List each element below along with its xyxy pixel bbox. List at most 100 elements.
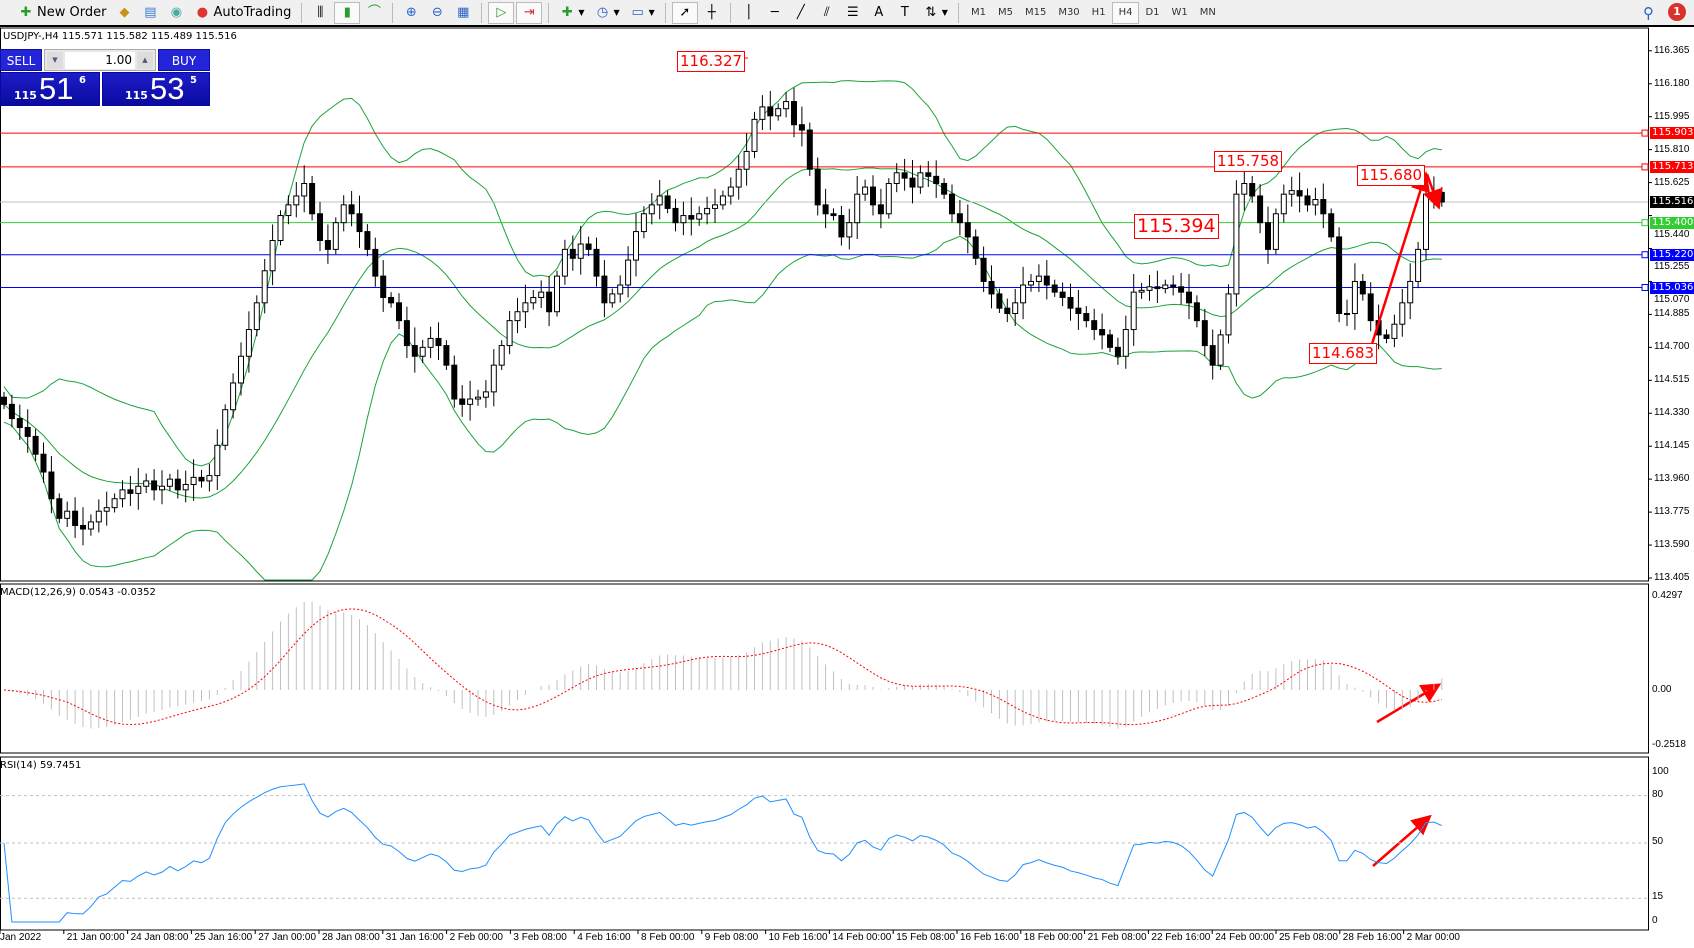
metaeditor-button[interactable]: ◆ — [112, 2, 136, 24]
rsi-up-arrow — [1372, 814, 1432, 867]
time-axis-label: 28 Feb 16:00 — [1342, 932, 1402, 943]
candle-bear — [1004, 307, 1011, 315]
line-chart-button[interactable]: ⌒ — [362, 2, 386, 24]
candle-bull — [1280, 193, 1287, 215]
rsi-axis-label: 15 — [1652, 891, 1664, 903]
timeframe-m1[interactable]: M1 — [970, 7, 986, 18]
macd-up-arrow — [1376, 683, 1442, 724]
auto-scroll-button[interactable]: ▷ — [488, 1, 515, 24]
time-axis-label: 25 Jan 16:00 — [194, 932, 253, 943]
candlestick-button[interactable]: ▮ — [334, 1, 361, 24]
price-level-label[interactable]: 115.220 — [1650, 248, 1694, 261]
candle-bear — [1209, 345, 1216, 366]
candle-bull — [1351, 280, 1358, 315]
price-level-label[interactable]: 115.400 — [1650, 216, 1694, 229]
time-axis-label: 24 Jan 08:00 — [130, 932, 189, 943]
candle-bull — [245, 329, 252, 357]
candle-bull — [111, 498, 118, 509]
signals-button[interactable]: ◉ — [164, 2, 188, 24]
search-icon[interactable]: ⚲ — [1643, 4, 1654, 22]
candle-bull — [1344, 313, 1350, 316]
time-axis-label: 25 Feb 08:00 — [1279, 932, 1338, 943]
timeframe-m30[interactable]: M30 — [1058, 7, 1080, 18]
candle-bull — [490, 364, 497, 393]
macd-pane-frame — [0, 583, 1649, 754]
candle-bull — [893, 172, 900, 184]
sell-button[interactable]: SELL — [0, 49, 42, 71]
timeframe-m15[interactable]: M15 — [1024, 7, 1047, 18]
text-label-button[interactable]: T — [893, 2, 917, 24]
price-level-label[interactable]: 115.713 — [1650, 160, 1694, 173]
candle-bear — [1059, 291, 1066, 298]
candle-bull — [775, 108, 782, 117]
candle-bull — [475, 396, 481, 400]
candle-bear — [901, 172, 908, 179]
arrows-button[interactable]: ⇅ ▼ — [919, 2, 952, 24]
notifications-badge[interactable]: 1 — [1668, 3, 1686, 21]
timeframe-h4[interactable]: H4 — [1111, 1, 1140, 24]
lot-size-input[interactable]: 1.00 — [65, 52, 135, 69]
cursor-button[interactable]: ➚ — [671, 1, 698, 24]
price-axis-label: 114.515 — [1654, 374, 1690, 386]
horizontal-line-button[interactable]: ─ — [763, 2, 787, 24]
candle-bull — [554, 275, 560, 313]
channel-button[interactable]: ⫽ — [815, 2, 839, 24]
indicators-button[interactable]: ✚ ▼ — [555, 2, 588, 24]
candle-bull — [1225, 293, 1232, 336]
candle-bear — [1154, 286, 1161, 290]
candle-bear — [396, 302, 402, 322]
market-button[interactable]: ▤ — [138, 2, 162, 24]
decrease-lot-icon[interactable]: ▼ — [47, 52, 63, 69]
timeframe-m5[interactable]: M5 — [997, 7, 1013, 18]
timeframe-mn[interactable]: MN — [1199, 7, 1216, 18]
new-order-button[interactable]: ✚ New Order — [14, 2, 110, 24]
zoom-in-button[interactable]: ⊕ — [399, 2, 423, 24]
text-button[interactable]: A — [867, 2, 891, 24]
timeframe-h1[interactable]: H1 — [1091, 7, 1106, 18]
candle-bear — [1304, 195, 1311, 206]
candle-bear — [403, 320, 410, 347]
bollinger-upper-band — [3, 80, 1442, 467]
templates-button[interactable]: ▭ ▼ — [626, 2, 659, 24]
candle-bull — [751, 118, 758, 152]
periods-button[interactable]: ◷ ▼ — [590, 2, 623, 24]
candle-bear — [546, 291, 553, 313]
lot-size-stepper[interactable]: ▼ 1.00 ▲ — [44, 49, 156, 71]
up-arrow — [1370, 171, 1431, 345]
vertical-line-button[interactable]: │ — [737, 2, 761, 24]
macd-title: MACD(12,26,9) 0.0543 -0.0352 — [0, 587, 156, 598]
timeframe-w1[interactable]: W1 — [1171, 7, 1188, 18]
candle-bear — [451, 364, 458, 400]
dropdown-arrow-icon: ▼ — [613, 8, 620, 17]
candle-bear — [1257, 195, 1264, 224]
time-axis-label: 2 Feb 00:00 — [449, 932, 503, 943]
trendline-button[interactable]: ╱ — [789, 2, 813, 24]
candle-bear — [1359, 280, 1366, 295]
candle-bull — [735, 168, 742, 188]
candle-bear — [16, 418, 23, 428]
buy-button[interactable]: BUY — [158, 49, 210, 71]
time-axis-label: 21 Jan 00:00 — [66, 932, 125, 943]
price-level-label[interactable]: 115.516 — [1650, 196, 1694, 208]
price-axis-label: 113.775 — [1654, 506, 1690, 518]
crosshair-button[interactable]: ┼ — [700, 2, 724, 24]
tile-windows-button[interactable]: ▦ — [451, 2, 475, 24]
bar-chart-button[interactable]: ⫼ — [308, 2, 332, 24]
separator — [664, 2, 666, 23]
zoom-out-button[interactable]: ⊖ — [425, 2, 449, 24]
candle-bear — [933, 175, 940, 184]
toolbar: ✚ New Order ◆ ▤ ◉ ● AutoTrading ⫼ ▮ ⌒ ⊕ ⊖ … — [0, 0, 1694, 27]
bid-price[interactable]: 115 51 6 — [0, 71, 100, 106]
price-level-label[interactable]: 115.036 — [1650, 281, 1694, 294]
timeframe-d1[interactable]: D1 — [1145, 7, 1160, 18]
autotrading-button[interactable]: ● AutoTrading — [190, 2, 295, 24]
increase-lot-icon[interactable]: ▲ — [137, 52, 153, 69]
candle-bear — [198, 476, 205, 482]
candle-bull — [103, 507, 110, 512]
ask-price[interactable]: 115 53 5 — [102, 71, 210, 106]
price-level-label[interactable]: 115.903 — [1650, 127, 1694, 140]
fibonacci-button[interactable]: ☰ — [841, 2, 865, 24]
candle-bull — [917, 172, 924, 188]
chart-shift-button[interactable]: ⇥ — [516, 1, 543, 24]
